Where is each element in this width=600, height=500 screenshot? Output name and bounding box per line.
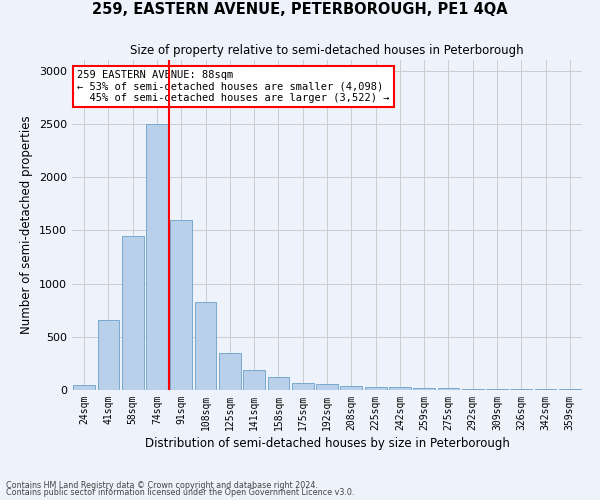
- Text: Contains HM Land Registry data © Crown copyright and database right 2024.: Contains HM Land Registry data © Crown c…: [6, 480, 318, 490]
- Bar: [292, 383, 314, 390]
- Bar: [462, 388, 484, 390]
- Bar: [486, 389, 508, 390]
- Bar: [413, 388, 435, 390]
- Bar: [340, 386, 362, 390]
- Bar: [389, 388, 411, 390]
- Text: 259, EASTERN AVENUE, PETERBOROUGH, PE1 4QA: 259, EASTERN AVENUE, PETERBOROUGH, PE1 4…: [92, 2, 508, 18]
- Text: 259 EASTERN AVENUE: 88sqm
← 53% of semi-detached houses are smaller (4,098)
  45: 259 EASTERN AVENUE: 88sqm ← 53% of semi-…: [77, 70, 389, 103]
- Bar: [243, 370, 265, 390]
- Bar: [365, 387, 386, 390]
- Bar: [97, 320, 119, 390]
- Bar: [511, 389, 532, 390]
- Y-axis label: Number of semi-detached properties: Number of semi-detached properties: [20, 116, 34, 334]
- Bar: [73, 384, 95, 390]
- Bar: [219, 352, 241, 390]
- Bar: [316, 384, 338, 390]
- Title: Size of property relative to semi-detached houses in Peterborough: Size of property relative to semi-detach…: [130, 44, 524, 58]
- Bar: [146, 124, 168, 390]
- Bar: [170, 220, 192, 390]
- X-axis label: Distribution of semi-detached houses by size in Peterborough: Distribution of semi-detached houses by …: [145, 437, 509, 450]
- Bar: [437, 388, 460, 390]
- Text: Contains public sector information licensed under the Open Government Licence v3: Contains public sector information licen…: [6, 488, 355, 497]
- Bar: [122, 236, 143, 390]
- Bar: [268, 377, 289, 390]
- Bar: [194, 302, 217, 390]
